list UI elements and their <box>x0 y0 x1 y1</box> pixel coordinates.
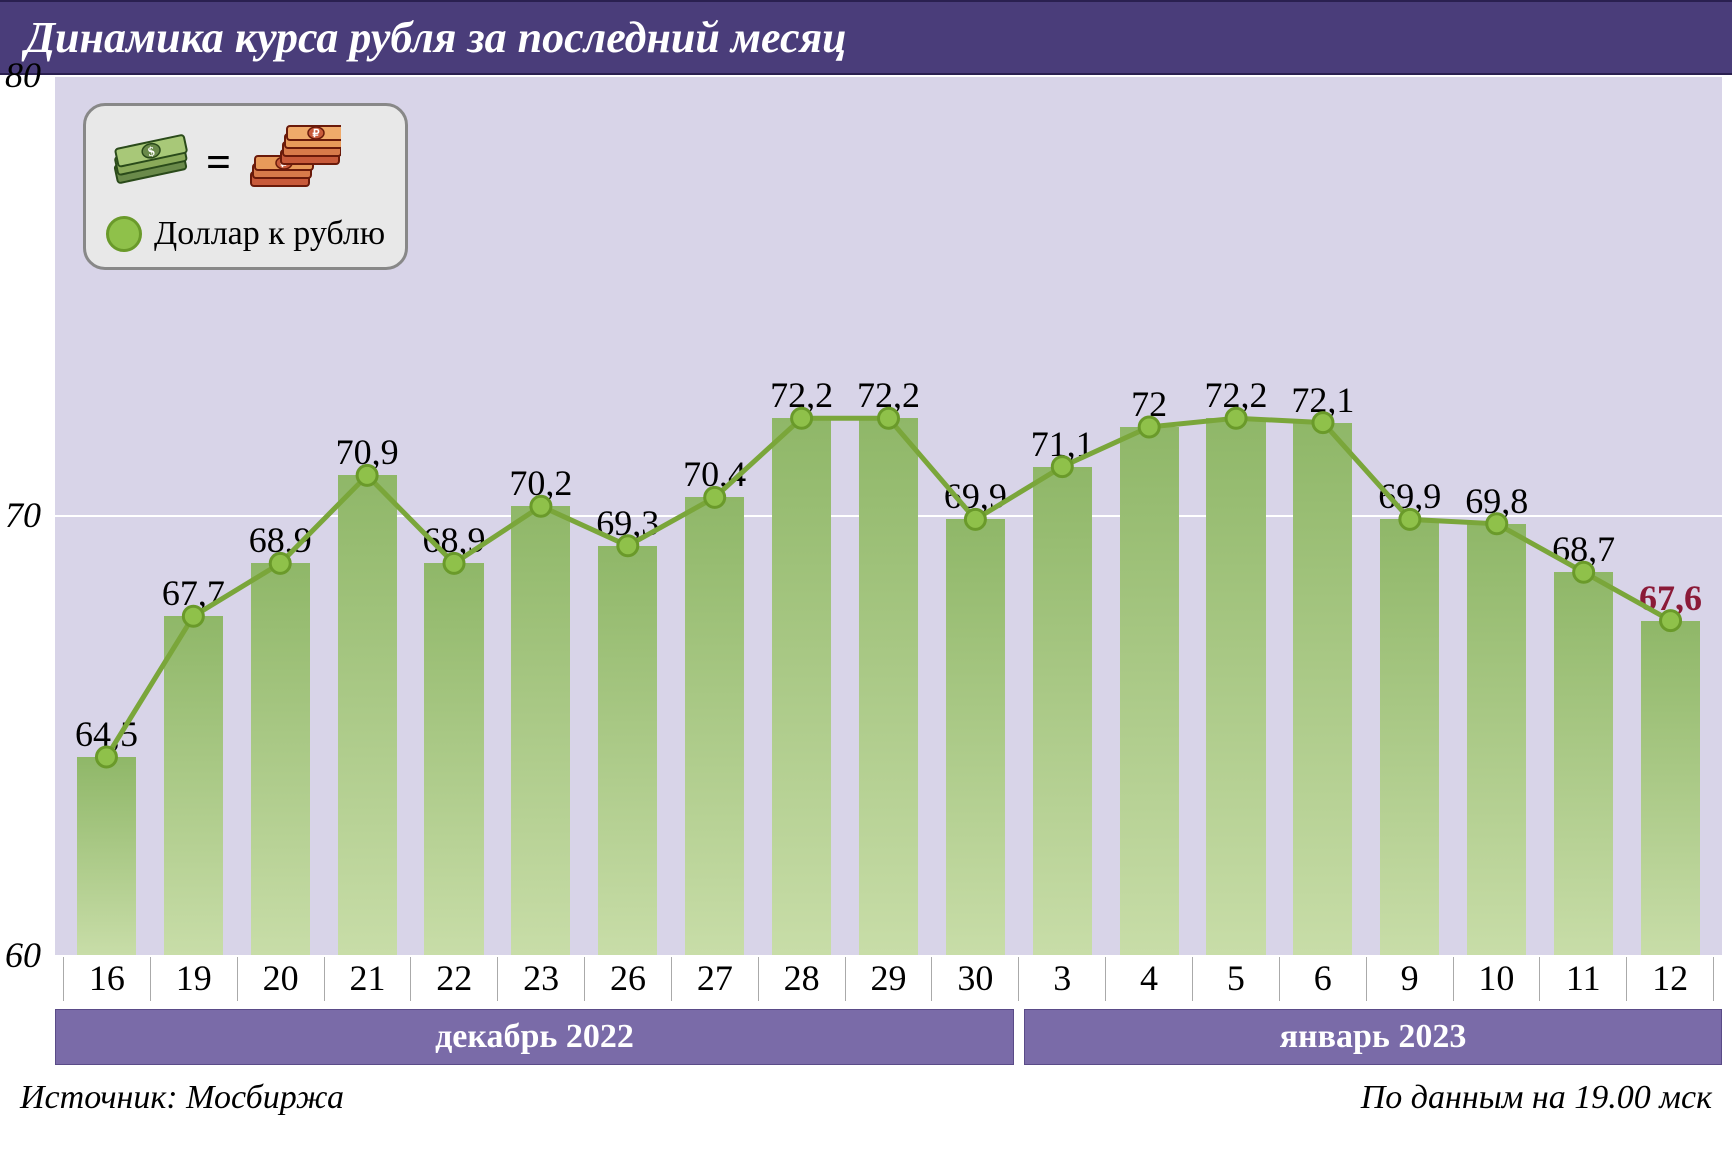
x-tick-label: 22 <box>410 955 497 1001</box>
data-bar: 68,9 <box>424 563 483 955</box>
gridline <box>55 955 1722 957</box>
x-tick-label: 30 <box>931 955 1018 1001</box>
x-tick-label: 12 <box>1626 955 1714 1001</box>
data-bar: 72,2 <box>1206 418 1265 955</box>
x-tick-label: 4 <box>1105 955 1192 1001</box>
data-bar: 72 <box>1120 427 1179 955</box>
bar-value-label: 71,1 <box>1031 423 1094 465</box>
bar-value-label: 72,2 <box>770 374 833 416</box>
x-tick-label: 21 <box>324 955 411 1001</box>
bar-wrapper: 70,2 <box>497 75 584 955</box>
data-bar: 70,4 <box>685 497 744 955</box>
bar-wrapper: 68,9 <box>411 75 498 955</box>
bar-wrapper: 69,8 <box>1453 75 1540 955</box>
bar-value-label: 67,6 <box>1639 577 1702 619</box>
bar-value-label: 69,9 <box>944 475 1007 517</box>
bar-wrapper: 68,7 <box>1540 75 1627 955</box>
bar-wrapper: 69,9 <box>1366 75 1453 955</box>
x-tick-label: 9 <box>1366 955 1453 1001</box>
bar-value-label: 72,2 <box>1205 374 1268 416</box>
chart-footer: Источник: Мосбиржа По данным на 19.00 мс… <box>20 1079 1712 1117</box>
y-tick-label: 70 <box>5 494 41 536</box>
data-bar: 71,1 <box>1033 467 1092 955</box>
bar-value-label: 72 <box>1131 383 1167 425</box>
bar-value-label: 67,7 <box>162 572 225 614</box>
chart-plot-area: $ = ₽ <box>55 75 1722 955</box>
y-tick-label: 60 <box>5 934 41 976</box>
bar-value-label: 70,9 <box>336 431 399 473</box>
bar-value-label: 69,8 <box>1465 480 1528 522</box>
data-bar: 70,2 <box>511 506 570 955</box>
x-tick-label: 19 <box>150 955 237 1001</box>
month-axis: декабрь 2022январь 2023 <box>55 1009 1722 1065</box>
bar-value-label: 72,1 <box>1291 379 1354 421</box>
bar-value-label: 72,2 <box>857 374 920 416</box>
bar-wrapper: 72 <box>1106 75 1193 955</box>
bar-value-label: 68,7 <box>1552 528 1615 570</box>
equals-sign: = <box>206 137 231 188</box>
data-bar: 72,2 <box>772 418 831 955</box>
x-tick-label: 3 <box>1018 955 1105 1001</box>
x-tick-label: 11 <box>1539 955 1626 1001</box>
ruble-cash-icon: ₽ ₽ <box>241 120 341 205</box>
legend-series-row: Доллар к рублю <box>106 215 385 253</box>
chart-title: Динамика курса рубля за последний месяц <box>0 0 1732 75</box>
data-bar: 70,9 <box>338 475 397 955</box>
x-axis: 161920212223262728293034569101112 <box>55 955 1722 1001</box>
x-tick-label: 28 <box>758 955 845 1001</box>
data-bar: 68,9 <box>251 563 310 955</box>
data-bar: 72,2 <box>859 418 918 955</box>
bar-value-label: 68,9 <box>423 519 486 561</box>
bar-wrapper: 70,4 <box>671 75 758 955</box>
svg-text:₽: ₽ <box>313 128 320 140</box>
data-bar: 67,6 <box>1641 621 1700 955</box>
source-text: Источник: Мосбиржа <box>20 1079 344 1117</box>
month-group-label: январь 2023 <box>1024 1009 1722 1065</box>
data-bar: 69,8 <box>1467 524 1526 955</box>
legend-icons: $ = ₽ <box>106 120 385 205</box>
x-tick-label: 20 <box>237 955 324 1001</box>
data-bar: 72,1 <box>1293 423 1352 955</box>
bar-wrapper: 69,3 <box>584 75 671 955</box>
month-group-label: декабрь 2022 <box>55 1009 1014 1065</box>
x-tick-label: 29 <box>845 955 932 1001</box>
bar-value-label: 64,5 <box>75 713 138 755</box>
legend-series-label: Доллар к рублю <box>154 215 385 253</box>
bar-wrapper: 72,1 <box>1279 75 1366 955</box>
data-bar: 69,9 <box>1380 519 1439 955</box>
data-bar: 67,7 <box>164 616 223 955</box>
x-tick-label: 6 <box>1279 955 1366 1001</box>
data-bar: 64,5 <box>77 757 136 955</box>
legend-marker-icon <box>106 216 142 252</box>
bar-value-label: 70,2 <box>509 462 572 504</box>
bar-wrapper: 69,9 <box>932 75 1019 955</box>
data-bar: 69,9 <box>946 519 1005 955</box>
bar-value-label: 70,4 <box>683 453 746 495</box>
bar-wrapper: 72,2 <box>845 75 932 955</box>
x-tick-label: 26 <box>584 955 671 1001</box>
bar-wrapper: 72,2 <box>1193 75 1280 955</box>
x-tick-label: 10 <box>1453 955 1540 1001</box>
bar-value-label: 68,9 <box>249 519 312 561</box>
data-bar: 69,3 <box>598 546 657 955</box>
bar-wrapper: 67,6 <box>1627 75 1714 955</box>
bar-wrapper: 71,1 <box>1019 75 1106 955</box>
y-tick-label: 80 <box>5 54 41 96</box>
x-tick-label: 16 <box>63 955 150 1001</box>
data-bar: 68,7 <box>1554 572 1613 955</box>
chart-container: Динамика курса рубля за последний месяц … <box>0 0 1732 1153</box>
bar-wrapper: 72,2 <box>758 75 845 955</box>
timestamp-text: По данным на 19.00 мск <box>1361 1079 1712 1117</box>
x-tick-label: 23 <box>497 955 584 1001</box>
bar-value-label: 69,3 <box>596 502 659 544</box>
x-tick-label: 27 <box>671 955 758 1001</box>
x-tick-label: 5 <box>1192 955 1279 1001</box>
bar-value-label: 69,9 <box>1378 475 1441 517</box>
legend-box: $ = ₽ <box>83 103 408 270</box>
dollar-cash-icon: $ <box>106 130 196 195</box>
